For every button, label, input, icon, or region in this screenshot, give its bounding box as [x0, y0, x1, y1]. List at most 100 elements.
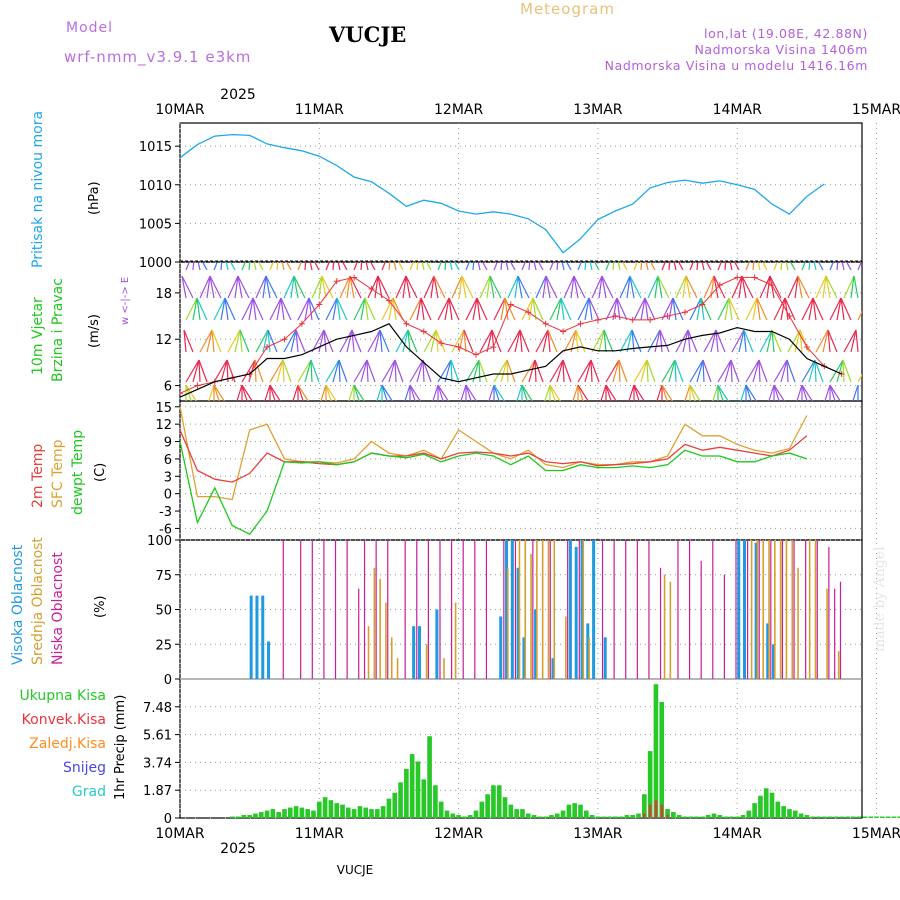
- wind-arrow: [769, 275, 782, 299]
- cloud-bar-2: [677, 540, 679, 679]
- rain-bar: [705, 815, 711, 818]
- cloud-bar-1: [425, 644, 428, 679]
- wind-arrow: [364, 297, 369, 321]
- wind-arrow: [575, 329, 586, 353]
- wind-arrow: [338, 359, 348, 383]
- wind-arrow: [780, 359, 788, 383]
- wind-arrow: [281, 262, 285, 271]
- wind-arrow: [325, 384, 332, 401]
- y-tick-label: 3: [164, 470, 172, 485]
- wind-arrow: [740, 384, 747, 401]
- wind-arrow: [702, 359, 705, 383]
- wind-arrow: [633, 359, 648, 383]
- wind-arrow: [489, 275, 495, 299]
- wind-arrow: [717, 384, 724, 401]
- wind-arrow: [241, 359, 256, 383]
- wind-arrow: [283, 329, 297, 353]
- gust-mark: [180, 390, 183, 397]
- y-tick-label: 100: [147, 534, 172, 549]
- wind-arrow: [325, 359, 340, 383]
- year-bottom: 2025: [220, 841, 256, 857]
- wind-arrow: [437, 262, 442, 271]
- wind-arrow: [605, 297, 618, 321]
- rain-bar: [827, 816, 833, 818]
- wind-arrow: [360, 359, 368, 383]
- wind-arrow: [500, 262, 503, 271]
- wind-arrow: [756, 297, 761, 321]
- wind-arrow: [654, 329, 661, 353]
- wind-arrow: [211, 329, 222, 353]
- wind-arrow: [773, 384, 780, 401]
- wind-arrow: [759, 275, 771, 299]
- wind-arrow: [628, 384, 635, 401]
- wind-arrow: [253, 262, 257, 271]
- wind-arrow: [584, 262, 587, 271]
- wind-arrow: [728, 297, 733, 321]
- cloud-bar-2: [758, 540, 760, 679]
- wind-arrow: [521, 262, 526, 271]
- cloud-bar-2: [334, 540, 337, 679]
- wind-arrow: [420, 297, 425, 321]
- wind-arrow: [423, 329, 437, 353]
- rain-bar: [328, 800, 334, 818]
- wind-arrow: [241, 384, 253, 401]
- wind-arrow: [789, 262, 796, 271]
- wind-arrow: [444, 297, 450, 321]
- wind-arrow: [353, 384, 365, 401]
- cloud-bar-2: [578, 540, 580, 679]
- wind-arrow: [729, 262, 733, 271]
- model-name: wrf-nmm_v3.9.1 e3km: [64, 48, 252, 66]
- wind-arrow: [814, 359, 817, 383]
- cloud-bar-0: [772, 644, 776, 679]
- cloud-bar-0: [586, 623, 590, 679]
- wind-arrow: [463, 329, 467, 353]
- wind-arrow: [556, 359, 564, 383]
- wind-arrow: [743, 329, 747, 353]
- wind-arrow: [224, 297, 229, 321]
- wind-arrow: [276, 262, 279, 271]
- wind-arrow: [682, 329, 689, 353]
- wind-arrow: [773, 359, 788, 383]
- rain-bar: [438, 801, 444, 818]
- rain-bar: [351, 809, 357, 818]
- wind-arrow: [509, 262, 516, 271]
- cloud-bar-1: [565, 616, 567, 679]
- cloud-bar-2: [625, 540, 627, 679]
- wind-arrow: [297, 384, 304, 401]
- rain-bar: [578, 804, 583, 818]
- cloud-bar-0: [417, 626, 421, 679]
- cloud-bar-2: [747, 540, 749, 679]
- rain-bar: [676, 815, 682, 818]
- rain-bar: [763, 788, 769, 818]
- t2m-label: 2m Temp: [30, 444, 46, 508]
- cloud-bar-2: [416, 540, 418, 679]
- day-label-top: 12MAR: [434, 102, 483, 118]
- wind-arrow: [292, 384, 299, 401]
- wind-arrow: [192, 297, 198, 321]
- cloud-bar-1: [663, 574, 666, 679]
- wind-arrow: [808, 262, 811, 271]
- model-elevation-label: Nadmorska Visina u modelu 1416.16m: [604, 58, 868, 73]
- cloud-bar-1: [547, 540, 550, 679]
- wind-arrow: [360, 297, 366, 321]
- wind-arrow: [575, 329, 579, 353]
- wind-arrow: [252, 297, 257, 321]
- cloud-bar-1: [669, 581, 672, 679]
- wind-arrow: [797, 275, 810, 299]
- wind-arrow: [616, 297, 621, 321]
- wind-arrow: [689, 384, 701, 401]
- wind-arrow: [269, 297, 282, 321]
- wind-arrow: [421, 262, 425, 271]
- wind-arrow: [423, 275, 435, 299]
- rain-bar: [241, 815, 247, 818]
- wind-arrow: [183, 329, 194, 353]
- wind-arrow: [591, 275, 603, 299]
- wind-arrow: [535, 275, 547, 299]
- wind-arrow: [857, 262, 862, 271]
- wind-arrow: [843, 329, 857, 353]
- rain-bar: [833, 816, 839, 818]
- wind-arrow: [600, 384, 607, 401]
- y-tick-label: -6: [159, 522, 172, 537]
- panel-frame-0: [179, 122, 863, 263]
- wind-arrow: [304, 262, 307, 271]
